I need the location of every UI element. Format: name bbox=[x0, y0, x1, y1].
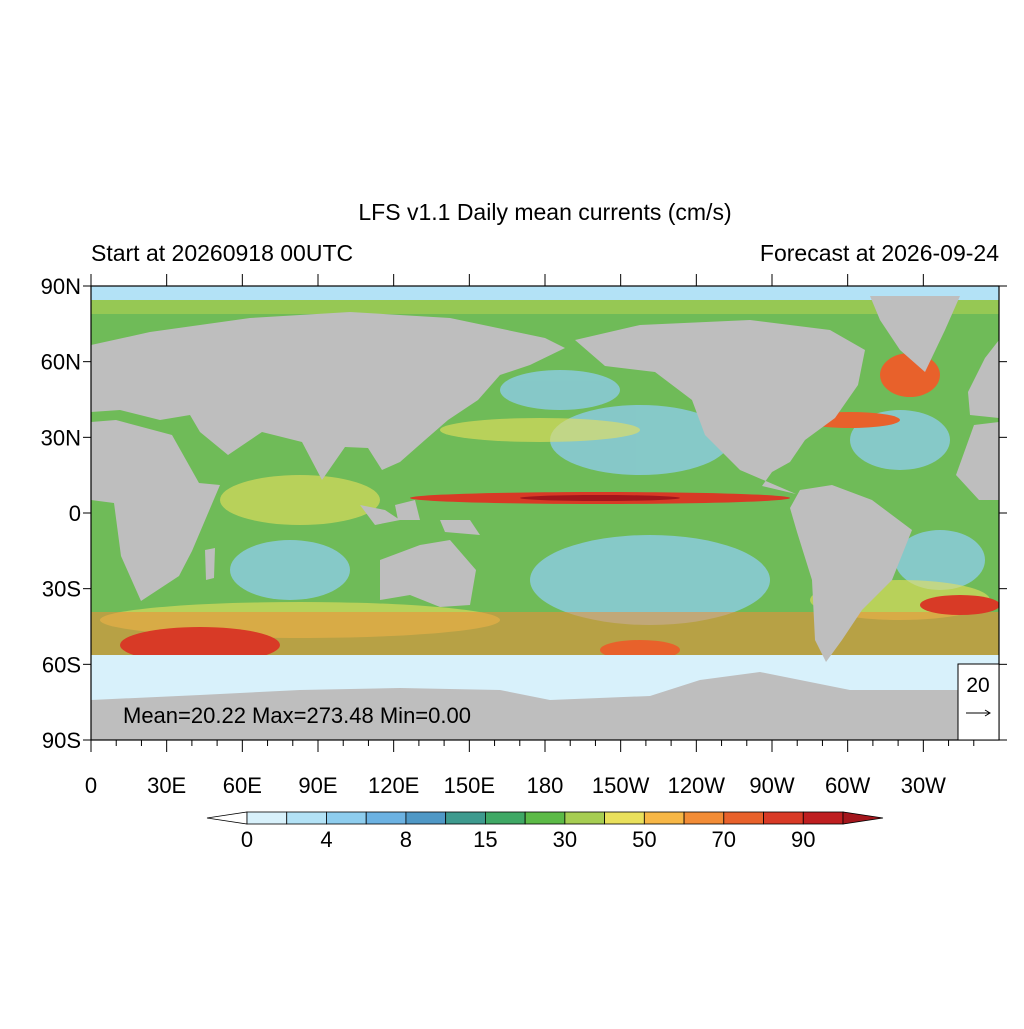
lon-label: 60W bbox=[825, 773, 870, 798]
colorbar-label: 8 bbox=[400, 827, 412, 852]
colorbar-box bbox=[683, 811, 725, 825]
colorbar-label: 50 bbox=[632, 827, 656, 852]
colorbar-label: 70 bbox=[712, 827, 736, 852]
antarctica bbox=[91, 672, 999, 740]
lon-label: 60E bbox=[223, 773, 262, 798]
colorbar-box bbox=[326, 811, 367, 825]
lon-label: 90W bbox=[749, 773, 794, 798]
australia bbox=[380, 540, 476, 607]
colorbar: 0 4 8 15 30 50 70 90 bbox=[206, 811, 884, 852]
lon-label: 30E bbox=[147, 773, 186, 798]
colorbar-box bbox=[286, 811, 327, 825]
lon-label: 150E bbox=[444, 773, 495, 798]
lon-label: 30W bbox=[901, 773, 946, 798]
lat-label: 60S bbox=[42, 652, 81, 677]
start-label: Start at 20260918 00UTC bbox=[91, 240, 353, 266]
lon-label: 150W bbox=[592, 773, 650, 798]
madagascar bbox=[205, 548, 215, 580]
lat-label: 0 bbox=[69, 501, 81, 526]
colorbar-label: 4 bbox=[320, 827, 332, 852]
lon-label: 90E bbox=[298, 773, 337, 798]
forecast-label: Forecast at 2026-09-24 bbox=[760, 240, 999, 266]
map-area bbox=[91, 286, 999, 740]
colorbar-box bbox=[445, 811, 486, 825]
lon-label: 0 bbox=[85, 773, 97, 798]
north-america bbox=[575, 320, 865, 494]
colorbar-box bbox=[604, 811, 645, 825]
eurasia bbox=[91, 312, 565, 480]
colorbar-box bbox=[484, 811, 526, 825]
lon-label: 120W bbox=[668, 773, 726, 798]
low-speed-areas bbox=[230, 370, 985, 625]
lon-label: 120E bbox=[368, 773, 419, 798]
colorbar-box bbox=[564, 811, 605, 825]
new-guinea bbox=[440, 520, 480, 535]
colorbar-label: 90 bbox=[791, 827, 815, 852]
greenland bbox=[870, 296, 960, 372]
colorbar-over bbox=[842, 811, 884, 825]
colorbar-box bbox=[802, 811, 844, 825]
colorbar-label: 0 bbox=[241, 827, 253, 852]
colorbar-box bbox=[524, 811, 566, 825]
reference-vector-box bbox=[957, 663, 1000, 741]
arctic-shelf bbox=[91, 300, 999, 314]
colorbar-label: 15 bbox=[473, 827, 497, 852]
colorbar-under bbox=[206, 811, 248, 825]
colorbar-box bbox=[365, 811, 407, 825]
lat-label: 90S bbox=[42, 728, 81, 753]
sumatra bbox=[360, 505, 400, 525]
stats-label: Mean=20.22 Max=273.48 Min=0.00 bbox=[123, 703, 471, 728]
colorbar-box bbox=[246, 811, 288, 825]
west-africa bbox=[956, 422, 999, 500]
lat-label: 90N bbox=[41, 274, 81, 299]
colorbar-box bbox=[405, 811, 447, 825]
lat-label: 60N bbox=[41, 350, 81, 375]
europe-west bbox=[968, 340, 999, 418]
colorbar-label: 30 bbox=[553, 827, 577, 852]
south-america bbox=[790, 485, 912, 662]
reference-vector-head bbox=[984, 709, 991, 717]
reference-vector-label: 20 bbox=[966, 674, 989, 697]
colorbar-box bbox=[643, 811, 685, 825]
lat-label: 30N bbox=[41, 425, 81, 450]
land bbox=[91, 296, 999, 740]
colorbar-box bbox=[723, 811, 764, 825]
colorbar-box bbox=[763, 811, 804, 825]
lat-label: 30S bbox=[42, 577, 81, 602]
lon-label: 180 bbox=[527, 773, 564, 798]
borneo bbox=[395, 500, 420, 520]
africa bbox=[91, 420, 220, 601]
title: LFS v1.1 Daily mean currents (cm/s) bbox=[358, 199, 731, 225]
arctic-ocean bbox=[91, 286, 999, 300]
